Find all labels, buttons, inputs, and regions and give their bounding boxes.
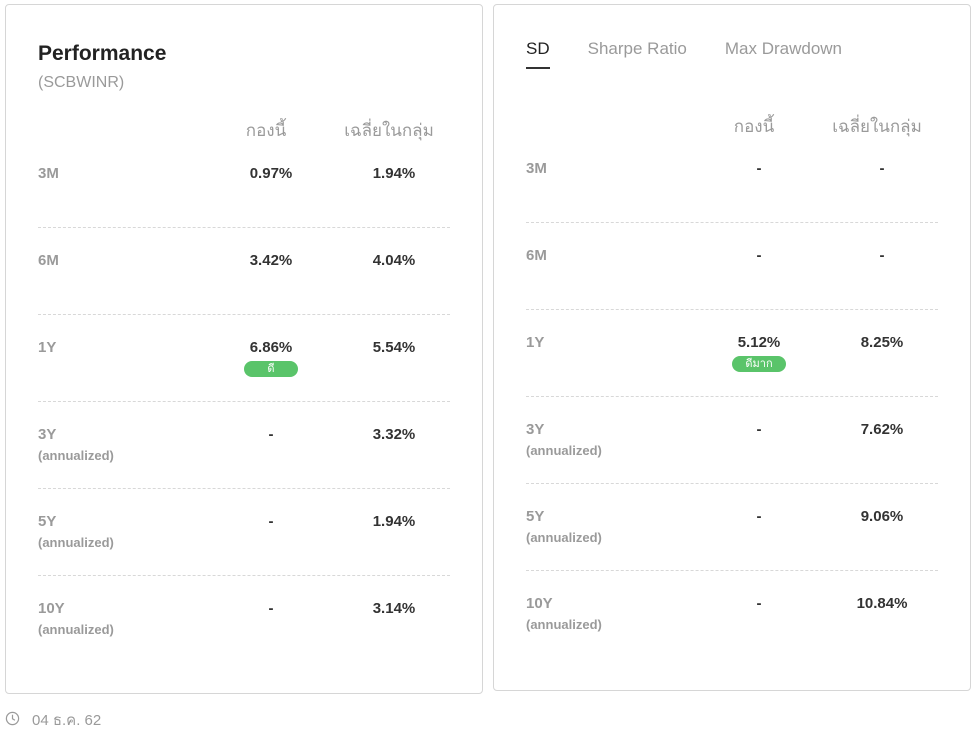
fund-value: 3.42% bbox=[249, 252, 293, 269]
period-sublabel: (annualized) bbox=[526, 617, 602, 632]
period-label: 6M bbox=[38, 252, 59, 269]
period-label: 3M bbox=[526, 160, 547, 177]
column-header-group-average: เฉลี่ยในกลุ่ม bbox=[832, 117, 922, 136]
group-average-value: 1.94% bbox=[372, 513, 416, 530]
fund-value: - bbox=[268, 513, 274, 530]
group-average-value: 4.04% bbox=[372, 252, 416, 269]
column-header-fund: กองนี้ bbox=[245, 121, 287, 140]
fund-value: 6.86% bbox=[249, 339, 293, 356]
fund-value: - bbox=[756, 508, 762, 525]
date-text: 04 ธ.ค. 62 bbox=[32, 712, 102, 729]
period-label: 10Y bbox=[38, 600, 65, 617]
period-sublabel: (annualized) bbox=[526, 530, 602, 545]
table-row: 6M 3.42% 4.04% bbox=[38, 228, 450, 315]
table-row: 3M - - bbox=[526, 136, 938, 223]
table-row: 5Y (annualized) - 1.94% bbox=[38, 489, 450, 576]
column-header-group-average: เฉลี่ยในกลุ่ม bbox=[344, 121, 434, 140]
period-sublabel: (annualized) bbox=[38, 535, 114, 550]
group-average-value: 10.84% bbox=[856, 595, 908, 612]
group-average-value: 3.32% bbox=[372, 426, 416, 443]
table-row: 3Y (annualized) - 3.32% bbox=[38, 402, 450, 489]
period-label: 10Y bbox=[526, 595, 553, 612]
rating-badge: ดี bbox=[244, 361, 298, 377]
group-average-value: - bbox=[879, 247, 885, 264]
period-label: 1Y bbox=[526, 334, 545, 351]
fund-value: 5.12% bbox=[737, 334, 781, 351]
column-header-fund: กองนี้ bbox=[733, 117, 775, 136]
clock-icon bbox=[5, 711, 20, 730]
group-average-value: 5.54% bbox=[372, 339, 416, 356]
group-average-value: 8.25% bbox=[860, 334, 904, 351]
performance-title: Performance bbox=[38, 42, 167, 65]
rating-badge: ดีมาก bbox=[732, 356, 786, 372]
table-row: 10Y (annualized) - 3.14% bbox=[38, 576, 450, 662]
risk-tabs: SD Sharpe Ratio Max Drawdown bbox=[526, 39, 842, 69]
tab-sd[interactable]: SD bbox=[526, 39, 550, 69]
fund-value: - bbox=[268, 426, 274, 443]
risk-card: SD Sharpe Ratio Max Drawdown กองนี้ เฉลี… bbox=[493, 4, 971, 691]
fund-value: - bbox=[756, 160, 762, 177]
table-row: 3M 0.97% 1.94% bbox=[38, 141, 450, 228]
table-row: 1Y 5.12% 8.25% ดีมาก bbox=[526, 310, 938, 397]
group-average-value: 3.14% bbox=[372, 600, 416, 617]
period-label: 1Y bbox=[38, 339, 57, 356]
fund-value: 0.97% bbox=[249, 165, 293, 182]
table-row: 1Y 6.86% 5.54% ดี bbox=[38, 315, 450, 402]
performance-table: 3M 0.97% 1.94% 6M 3.42% 4.04% 1Y 6.86% 5.54% ดี 3Y… bbox=[38, 141, 450, 662]
group-average-value: 7.62% bbox=[860, 421, 904, 438]
period-label: 3Y bbox=[526, 421, 545, 438]
fund-code: (SCBWINR) bbox=[38, 74, 125, 91]
period-sublabel: (annualized) bbox=[38, 448, 114, 463]
table-row: 10Y (annualized) - 10.84% bbox=[526, 571, 938, 657]
group-average-value: 1.94% bbox=[372, 165, 416, 182]
fund-value: - bbox=[756, 595, 762, 612]
period-sublabel: (annualized) bbox=[38, 622, 114, 637]
group-average-value: 9.06% bbox=[860, 508, 904, 525]
table-row: 5Y (annualized) - 9.06% bbox=[526, 484, 938, 571]
period-label: 6M bbox=[526, 247, 547, 264]
fund-value: - bbox=[756, 421, 762, 438]
performance-card: Performance (SCBWINR) กองนี้ เฉลี่ยในกลุ… bbox=[5, 4, 483, 694]
fund-value: - bbox=[756, 247, 762, 264]
period-sublabel: (annualized) bbox=[526, 443, 602, 458]
table-row: 6M - - bbox=[526, 223, 938, 310]
table-row: 3Y (annualized) - 7.62% bbox=[526, 397, 938, 484]
update-date: 04 ธ.ค. 62 bbox=[5, 708, 101, 732]
fund-value: - bbox=[268, 600, 274, 617]
period-label: 3Y bbox=[38, 426, 57, 443]
period-label: 5Y bbox=[526, 508, 545, 525]
group-average-value: - bbox=[879, 160, 885, 177]
period-label: 5Y bbox=[38, 513, 57, 530]
period-label: 3M bbox=[38, 165, 59, 182]
tab-sharpe-ratio[interactable]: Sharpe Ratio bbox=[587, 39, 687, 58]
risk-table: 3M - - 6M - - 1Y 5.12% 8.25% ดีมาก 3Y (annualized) -… bbox=[526, 136, 938, 657]
tab-max-drawdown[interactable]: Max Drawdown bbox=[724, 39, 843, 58]
